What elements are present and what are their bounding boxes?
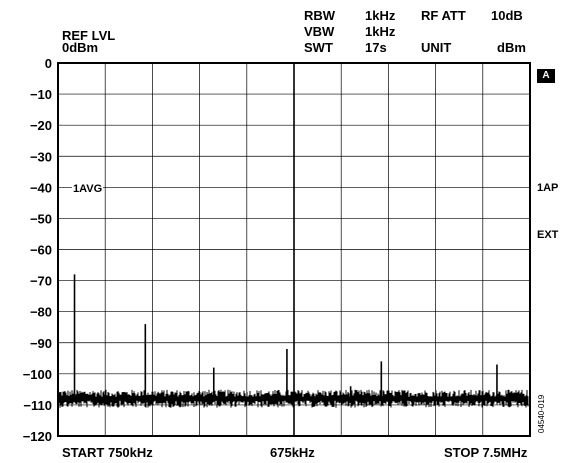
y-tick-label: −30 — [30, 149, 52, 164]
y-tick-label: −80 — [30, 305, 52, 320]
noise-band — [58, 389, 529, 408]
spur-peaks — [73, 274, 498, 399]
x-stop-label: STOP 7.5MHz — [444, 445, 528, 460]
grid — [57, 62, 531, 437]
trigger-indicator: EXT — [537, 229, 559, 241]
vbw-label: VBW — [304, 24, 335, 39]
rf-att-value: 10dB — [491, 8, 523, 23]
y-tick-label: −10 — [30, 87, 52, 102]
y-tick-label: −90 — [30, 336, 52, 351]
ref-level-label: REF LVL — [62, 28, 116, 43]
y-tick-label: 0 — [45, 56, 52, 71]
figure-id: 04540-019 — [537, 394, 546, 433]
ref-level-value: 0dBm — [62, 40, 99, 55]
y-tick-label: −120 — [23, 429, 52, 444]
swt-value: 17s — [365, 40, 387, 55]
y-tick-label: −40 — [30, 180, 52, 195]
trace-label: 1AVG — [72, 183, 104, 196]
trace-mode-indicator: 1AP — [537, 182, 559, 194]
y-tick-label: −60 — [30, 243, 52, 258]
y-tick-label: −110 — [23, 398, 52, 413]
rf-att-label: RF ATT — [421, 8, 466, 23]
rbw-value: 1kHz — [365, 8, 396, 23]
x-center-label: 675kHz — [270, 445, 315, 460]
y-tick-label: −50 — [30, 211, 52, 226]
y-axis-ticks: 0 −10 −20 −30 −40 −50 −60 −70 −80 −90 −100 −110 −120 — [23, 56, 52, 444]
unit-label: UNIT — [421, 40, 452, 55]
x-start-label: START 750kHz — [62, 445, 153, 460]
y-tick-label: −70 — [30, 274, 52, 289]
screen-a-indicator: A — [537, 69, 555, 83]
y-tick-label: −100 — [23, 367, 52, 382]
swt-label: SWT — [304, 40, 333, 55]
unit-value: dBm — [497, 40, 526, 55]
noise-floor-trace — [58, 389, 529, 408]
vbw-value: 1kHz — [365, 24, 396, 39]
y-tick-label: −20 — [30, 118, 52, 133]
rbw-label: RBW — [304, 8, 336, 23]
